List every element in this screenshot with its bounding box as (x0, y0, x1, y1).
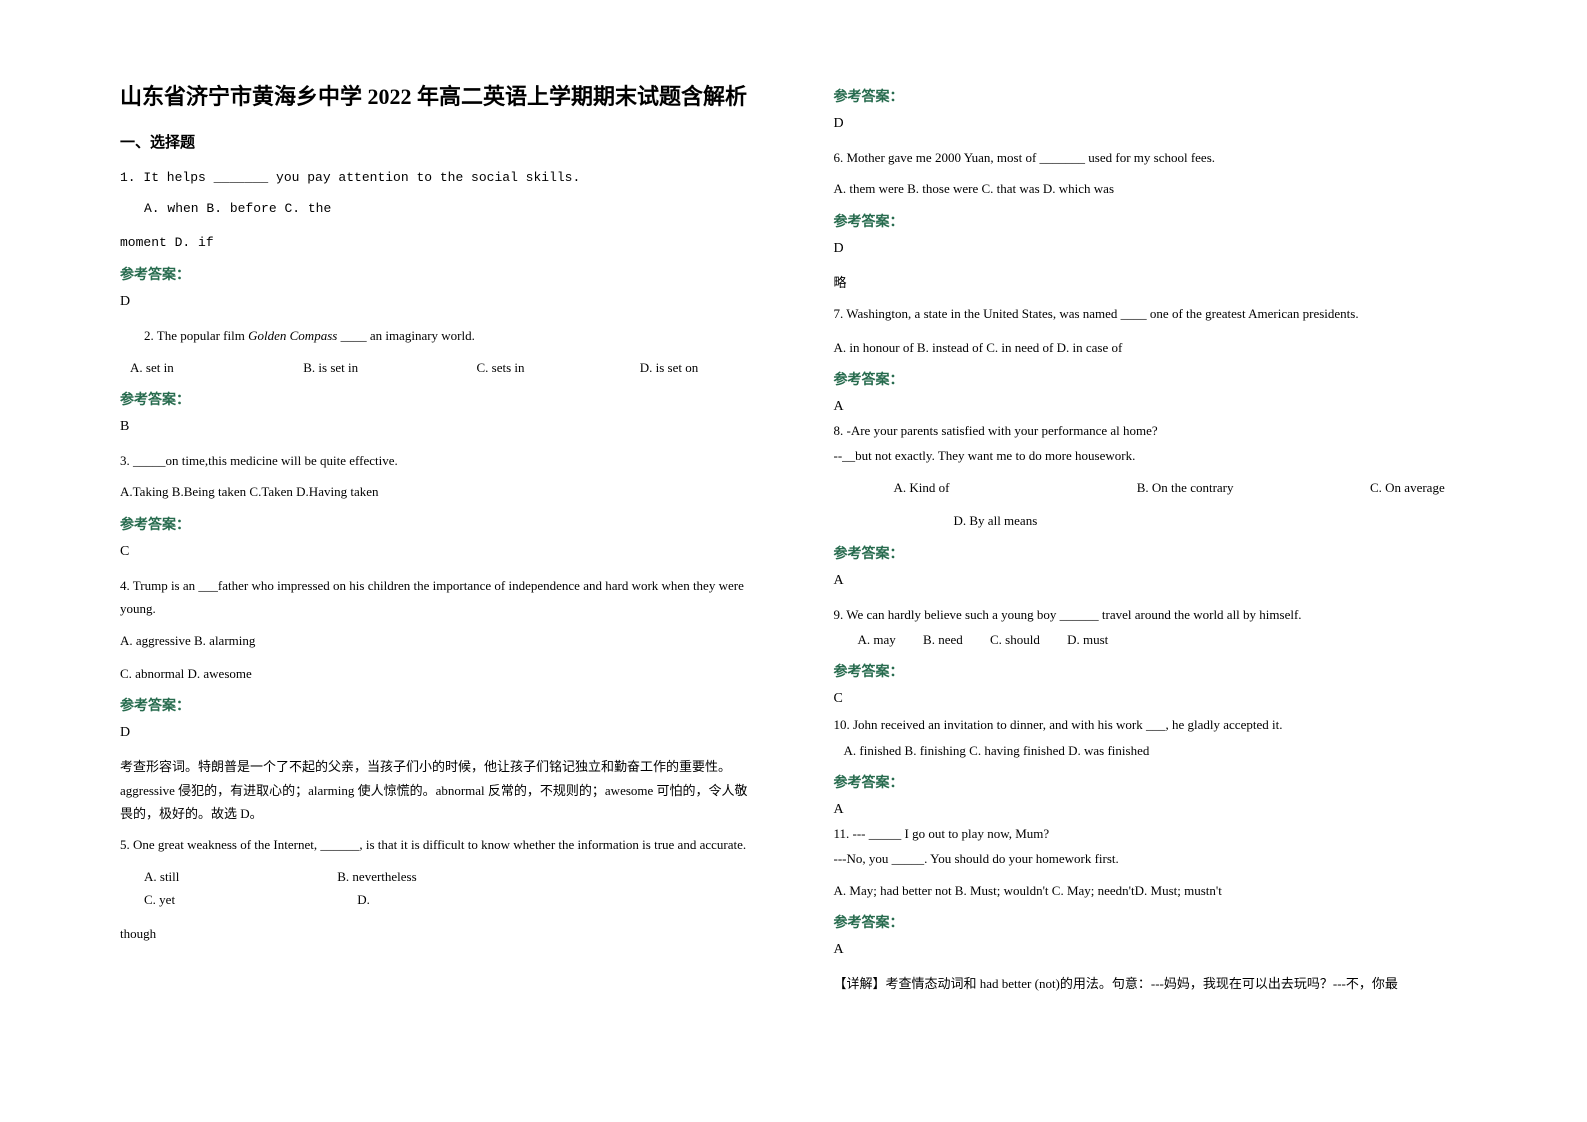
q6-lue: 略 (834, 271, 1468, 294)
section-heading: 一、选择题 (120, 131, 754, 152)
q1-opts-row1: A. when B. before C. the (120, 197, 754, 220)
q5-stem: 5. One great weakness of the Internet, _… (120, 833, 754, 856)
q2-a: A. set in (130, 356, 260, 379)
q5-ans: D (834, 116, 1468, 132)
q5-c: C. yet (144, 888, 314, 911)
q4-ans: D (120, 725, 754, 741)
q5-d: D. (357, 888, 370, 911)
answer-label: 参考答案： (120, 389, 754, 409)
q4-opts1: A. aggressive B. alarming (120, 629, 754, 652)
q4-explain: 考查形容词。特朗普是一个了不起的父亲，当孩子们小的时候，他让孩子们铭记独立和勤奋… (120, 755, 754, 825)
q5-b: B. nevertheless (337, 865, 507, 888)
answer-label: 参考答案： (120, 514, 754, 534)
q10-ans: A (834, 802, 1468, 818)
q6-stem: 6. Mother gave me 2000 Yuan, most of ___… (834, 146, 1468, 169)
q3-ans: C (120, 544, 754, 560)
q9-a: A. may (858, 628, 896, 651)
q6-ans: D (834, 241, 1468, 257)
q5-opts: A. still B. nevertheless C. yet D. (120, 865, 754, 912)
q8-b: B. On the contrary (1137, 476, 1327, 499)
q3-stem: 3. _____on time,this medicine will be qu… (120, 449, 754, 472)
q7-stem: 7. Washington, a state in the United Sta… (834, 302, 1468, 325)
answer-label: 参考答案： (120, 264, 754, 284)
q11-explain: 【详解】考查情态动词和 had better (not)的用法。句意：---妈妈… (834, 972, 1468, 995)
q8-opts-row1: A. Kind of B. On the contrary C. On aver… (834, 476, 1468, 499)
q4-opts2: C. abnormal D. awesome (120, 662, 754, 685)
q11-opts: A. May; had better not B. Must; wouldn't… (834, 879, 1468, 902)
answer-label: 参考答案： (834, 369, 1468, 389)
answer-label: 参考答案： (834, 912, 1468, 932)
q10-stem: 10. John received an invitation to dinne… (834, 713, 1468, 736)
q2-post: ____ an imaginary world. (337, 328, 475, 343)
left-column: 山东省济宁市黄海乡中学 2022 年高二英语上学期期末试题含解析 一、选择题 1… (100, 80, 794, 1062)
q8-d: D. By all means (954, 509, 1038, 532)
q9-c: C. should (990, 628, 1040, 651)
q2-ans: B (120, 419, 754, 435)
answer-label: 参考答案： (834, 86, 1468, 106)
q7-opts: A. in honour of B. instead of C. in need… (834, 336, 1468, 359)
q6-opts: A. them were B. those were C. that was D… (834, 177, 1468, 200)
q2-d: D. is set on (640, 356, 699, 379)
answer-label: 参考答案： (834, 661, 1468, 681)
q3-opts: A.Taking B.Being taken C.Taken D.Having … (120, 480, 754, 503)
q11-stem1: 11. --- _____ I go out to play now, Mum? (834, 822, 1468, 845)
q8-stem1: 8. -Are your parents satisfied with your… (834, 419, 1468, 442)
q1-row2a: moment (120, 235, 167, 250)
q1-b: B. before (206, 201, 276, 216)
doc-title: 山东省济宁市黄海乡中学 2022 年高二英语上学期期末试题含解析 (120, 80, 754, 113)
q1-opts-row2: moment D. if (120, 231, 754, 254)
q9-opts: A. may B. need C. should D. must (834, 628, 1468, 651)
q1-ans: D (120, 294, 754, 310)
answer-label: 参考答案： (834, 211, 1468, 231)
q2-b: B. is set in (303, 356, 433, 379)
answer-label: 参考答案： (834, 772, 1468, 792)
answer-label: 参考答案： (120, 695, 754, 715)
q9-stem: 9. We can hardly believe such a young bo… (834, 603, 1468, 626)
q7-ans: A (834, 399, 1468, 415)
q8-opts-row2: D. By all means (834, 509, 1468, 532)
q10-opts: A. finished B. finishing C. having finis… (834, 739, 1468, 762)
answer-label: 参考答案： (834, 543, 1468, 563)
q1-a: A. when (144, 201, 199, 216)
q9-b: B. need (923, 628, 963, 651)
q1-row2b: D. if (175, 235, 214, 250)
q2-stem: 2. The popular film Golden Compass ____ … (120, 324, 754, 347)
q8-c: C. On average (1370, 476, 1445, 499)
q2-pre: 2. The popular film (144, 328, 248, 343)
q9-d: D. must (1067, 628, 1108, 651)
q11-stem2: ---No, you _____. You should do your hom… (834, 847, 1468, 870)
q8-stem2: --__but not exactly. They want me to do … (834, 444, 1468, 467)
q1-stem: 1. It helps _______ you pay attention to… (120, 166, 754, 189)
right-column: 参考答案： D 6. Mother gave me 2000 Yuan, mos… (794, 80, 1488, 1062)
q9-ans: C (834, 691, 1468, 707)
q2-c: C. sets in (477, 356, 597, 379)
q2-italic: Golden Compass (248, 328, 337, 343)
q2-opts: A. set in B. is set in C. sets in D. is … (120, 356, 754, 379)
q1-c: C. the (284, 201, 331, 216)
q8-ans: A (834, 573, 1468, 589)
q8-a: A. Kind of (894, 476, 1094, 499)
q11-ans: A (834, 942, 1468, 958)
q5-row2: though (120, 922, 754, 945)
q5-a: A. still (144, 865, 294, 888)
q4-stem: 4. Trump is an ___father who impressed o… (120, 574, 754, 621)
